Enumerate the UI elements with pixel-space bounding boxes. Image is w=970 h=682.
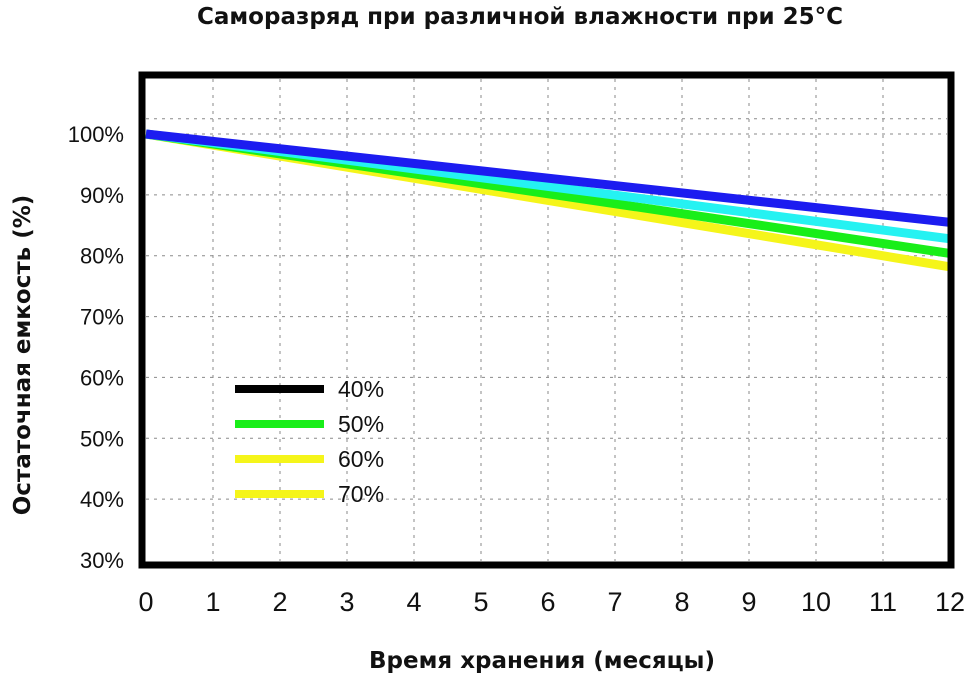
x-tick-label: 2 <box>272 587 287 617</box>
x-axis-title: Время хранения (месяцы) <box>369 648 715 674</box>
legend-label: 40% <box>338 376 384 402</box>
y-tick-label: 70% <box>80 305 124 330</box>
y-axis-title: Остаточная емкость (%) <box>10 195 36 516</box>
x-axis-ticks: 0 1 2 3 4 5 6 7 8 9 10 11 12 <box>138 587 965 617</box>
y-tick-label: 50% <box>80 426 124 451</box>
x-tick-label: 5 <box>473 587 488 617</box>
x-tick-label: 9 <box>741 587 756 617</box>
series-lines <box>145 129 950 272</box>
x-tick-label: 1 <box>205 587 220 617</box>
x-tick-label: 0 <box>138 587 153 617</box>
legend-label: 50% <box>338 411 384 437</box>
x-tick-label: 8 <box>674 587 689 617</box>
y-tick-label: 40% <box>80 487 124 512</box>
y-axis-ticks: 100% 90% 80% 70% 60% 50% 40% 30% <box>68 122 124 573</box>
y-tick-label: 30% <box>80 548 124 573</box>
x-tick-label: 7 <box>607 587 622 617</box>
x-tick-label: 3 <box>339 587 354 617</box>
legend-label: 60% <box>338 446 384 472</box>
legend-label: 70% <box>338 481 384 507</box>
x-tick-label: 10 <box>801 587 831 617</box>
chart-title: Саморазряд при различной влажности при 2… <box>197 4 843 30</box>
y-tick-label: 80% <box>80 244 124 269</box>
legend: 40% 50% 60% 70% <box>235 376 384 507</box>
x-tick-label: 4 <box>406 587 421 617</box>
x-tick-label: 6 <box>540 587 555 617</box>
y-tick-label: 100% <box>68 122 124 147</box>
plot-frame <box>138 71 955 569</box>
x-tick-label: 11 <box>869 587 897 617</box>
x-tick-label: 12 <box>935 587 965 617</box>
y-tick-label: 90% <box>80 183 124 208</box>
y-tick-label: 60% <box>80 365 124 390</box>
series-line-1 <box>145 129 950 227</box>
